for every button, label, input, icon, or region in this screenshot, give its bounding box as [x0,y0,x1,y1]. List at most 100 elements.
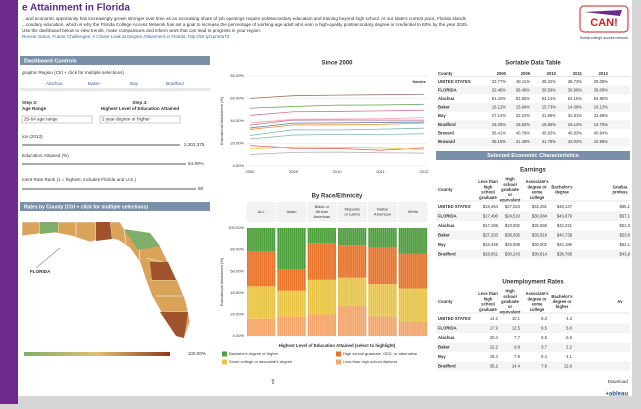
county[interactable] [96,222,188,338]
cell: 12.5 [512,325,521,330]
line [249,122,425,130]
controls-header [20,56,210,65]
region[interactable]: Bay [130,81,139,86]
cell: Bradford [438,122,456,127]
line [249,117,425,124]
cell: 14.2 [490,316,499,321]
cell: $42,186 [557,242,573,247]
column-header: 2011 [573,71,583,76]
x-tick-label: Native American [374,206,391,216]
cell: Alachua [438,223,455,228]
cell: 15.73% [542,105,556,110]
download[interactable]: Download [608,379,629,384]
cell: $43,9 [620,251,631,256]
column-header: 2010 [547,71,557,76]
chart-title: By Race/Ethnicity [312,194,363,200]
cell: $65,1 [620,204,631,209]
x-tick-label: 2000 [246,169,256,174]
intro: ...condary education, which is why the F… [22,22,468,27]
cell: Brevard [438,130,454,135]
cell: $51,0 [620,223,631,228]
county[interactable] [40,222,160,250]
chart-title: Since 2000 [321,61,353,67]
step-label: Age Range [22,106,46,111]
cell: $35,818 [532,232,548,237]
brand: +ableau [605,392,628,398]
cell: $27,333 [483,232,499,237]
region[interactable]: Bradford [166,81,184,86]
column-header: 2012 [599,71,609,76]
cell: $27,024 [505,204,521,209]
x-tick-label: 2011 [376,169,385,174]
category-header [276,202,307,222]
y-tick-label: 0.00% [233,163,245,168]
column-header: Associate's degree or some college [525,291,549,312]
logo-sub: florida college access network [580,36,628,40]
dropdown[interactable] [99,115,181,124]
cell: 22.2 [490,344,499,349]
row-band [436,211,630,221]
cell: 33.58% [594,113,608,118]
legend-swatch [336,351,341,357]
dropdown[interactable] [21,115,93,124]
cell: Baker [438,344,450,349]
legend-label: High school graduate, GED, or alternativ… [343,351,418,356]
cell: $30,002 [532,242,548,247]
cell: 38.32% [542,79,556,84]
cell: 16.13% [594,105,608,110]
cell: $42,221 [557,223,573,228]
earnings-title: Earnings [520,168,546,174]
cell: $43,679 [557,213,573,218]
cell: 35.2 [490,363,499,368]
row-band [436,361,630,371]
label: ment Rate Rank (1 = highest, includes Fl… [22,177,136,182]
cell: $36,788 [557,251,573,256]
cell: $18,951 [483,251,499,256]
cell: 9.8 [514,344,520,349]
title: e Attainment in Florida [22,3,130,14]
cell: $30,814 [532,251,548,256]
x-tick-label: 2010 [333,169,343,174]
category-header [246,202,276,222]
line [249,133,425,140]
cell: 16.58% [542,122,556,127]
x-tick-label: Hispanic or Latino [344,206,360,216]
cell: 14.4 [512,363,521,368]
column-header: 2009 [521,71,531,76]
share-icon[interactable]: ⇪ [270,378,276,386]
column-header: Bachelor's degree [551,185,573,195]
cell: 41.46% [516,139,530,144]
cell: 8.5 [541,335,547,340]
line [249,119,424,126]
cell: FLORIDA [438,213,457,218]
step: Step 3: [22,100,38,105]
row-band [436,249,630,259]
logo-shape [584,10,622,16]
column-header: Gradua profess [612,185,628,195]
column-header: Associate's degree or some college [525,179,549,200]
legend-swatch [222,359,227,365]
cell: 51.42% [492,96,506,101]
row-band [436,120,630,129]
line [249,109,425,116]
cell: 20.4 [490,335,499,340]
cell: 27.14% [492,113,506,118]
cell: $40,739 [557,232,573,237]
cell: FLORIDA [438,325,457,330]
cell: 17.9 [490,325,499,330]
slider-value: 69 [198,186,204,191]
region[interactable]: Baker [88,81,100,86]
unemployment-title: Unemployment Rates [502,280,564,286]
cell: 32.22% [516,113,530,118]
econ-title: Selected Economic Characteristics [487,153,579,159]
region[interactable]: Alachua [46,81,63,86]
cell: 15.25% [492,122,506,127]
cell: 36.48% [516,87,530,92]
cell: 38.73% [568,79,582,84]
cell: 40.83% [568,130,582,135]
cell: Baker [438,105,450,110]
logo: CAN! [590,17,618,29]
column-header: County [438,71,453,76]
cell: $24,510 [505,213,521,218]
cell: 15.84% [516,105,530,110]
